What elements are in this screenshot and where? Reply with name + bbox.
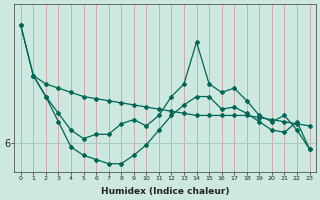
X-axis label: Humidex (Indice chaleur): Humidex (Indice chaleur) — [101, 187, 229, 196]
